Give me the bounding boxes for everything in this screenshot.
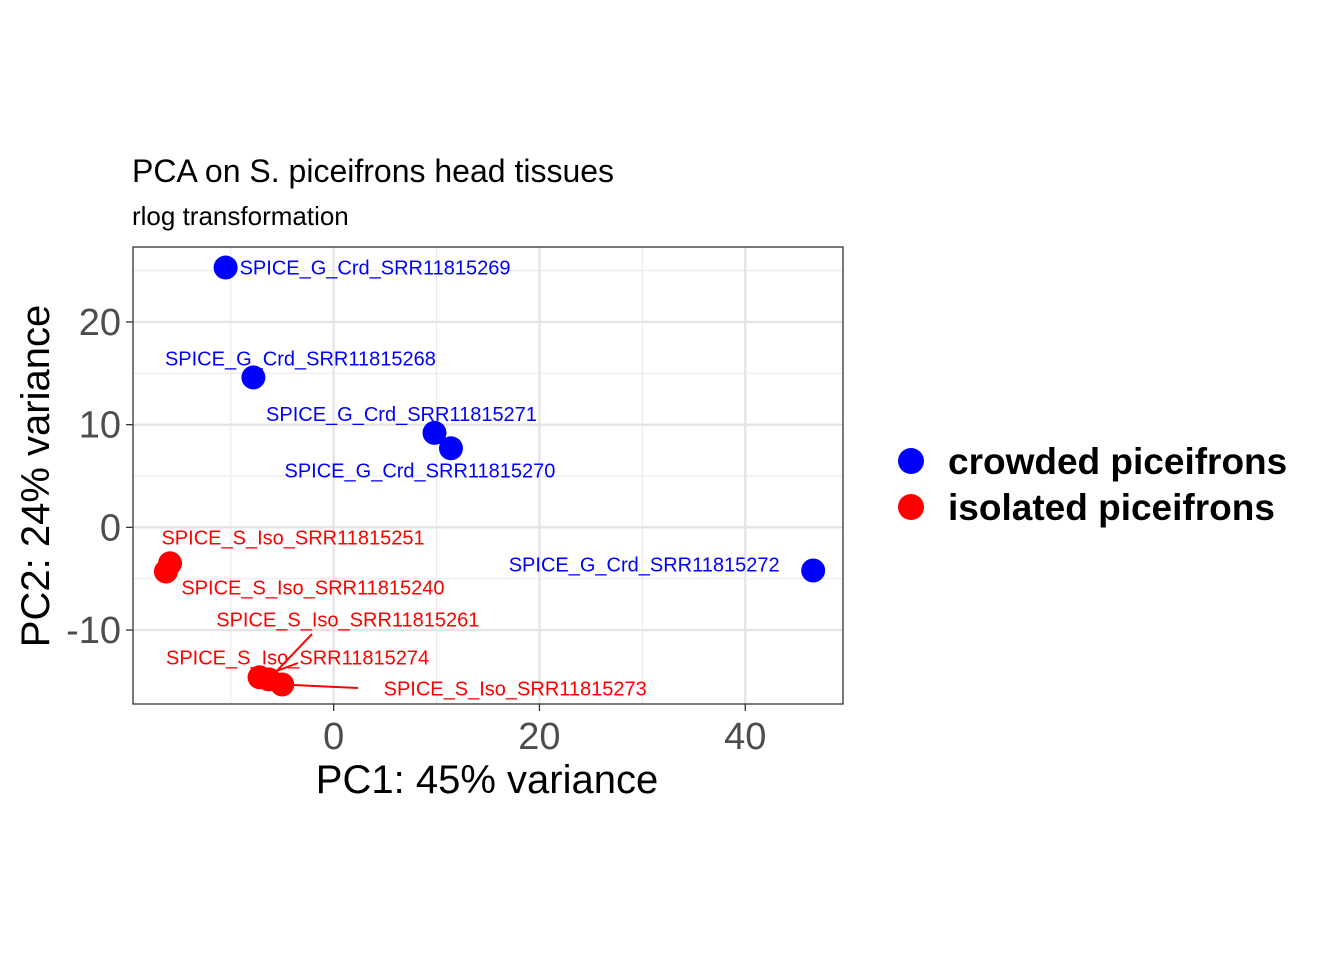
chart-subtitle: rlog transformation: [132, 201, 349, 231]
point-label: SPICE_S_Iso_SRR11815251: [161, 527, 424, 549]
y-tick-label: 20: [79, 302, 121, 344]
data-point: [213, 255, 238, 280]
point-label: SPICE_S_Iso_SRR11815274: [166, 647, 429, 669]
chart-title: PCA on S. piceifrons head tissues: [132, 153, 614, 189]
legend-label: isolated piceifrons: [948, 487, 1275, 528]
y-tick-label: 10: [79, 405, 121, 447]
data-point: [241, 365, 266, 390]
point-label: SPICE_S_Iso_SRR11815240: [181, 578, 444, 600]
data-points: [153, 255, 826, 697]
x-axis-label: PC1: 45% variance: [316, 758, 658, 802]
data-point: [438, 436, 463, 461]
point-label: SPICE_G_Crd_SRR11815272: [509, 554, 780, 576]
point-labels: SPICE_G_Crd_SRR11815269 SPICE_G_Crd_SRR11…: [161, 258, 779, 701]
point-label: SPICE_G_Crd_SRR11815271: [266, 404, 537, 426]
x-tick-label: 0: [323, 716, 344, 758]
data-point: [270, 672, 295, 697]
legend: crowded piceifrons isolated piceifrons: [898, 441, 1287, 528]
point-label: SPICE_S_Iso_SRR11815261: [216, 609, 479, 631]
plot-panel: [132, 246, 844, 705]
data-point: [153, 559, 178, 584]
point-label: SPICE_G_Crd_SRR11815270: [285, 460, 556, 482]
point-label: SPICE_G_Crd_SRR11815269: [240, 258, 511, 280]
data-point: [247, 665, 272, 690]
x-tick-label: 20: [518, 716, 560, 758]
point-label: SPICE_S_Iso_SRR11815273: [384, 678, 647, 700]
legend-key: [898, 494, 924, 520]
y-tick-label: 0: [100, 507, 121, 549]
axis-ticks: 0 20 40 -10 0 10 20: [66, 302, 766, 758]
y-tick-label: -10: [66, 610, 121, 652]
y-axis-label: PC2: 24% variance: [14, 305, 58, 647]
legend-key: [898, 448, 924, 474]
legend-label: crowded piceifrons: [948, 441, 1287, 482]
data-point: [422, 420, 447, 445]
data-point: [801, 558, 826, 583]
label-leader-line: [282, 683, 359, 689]
point-label: SPICE_G_Crd_SRR11815268: [165, 348, 436, 370]
x-tick-label: 40: [724, 716, 766, 758]
